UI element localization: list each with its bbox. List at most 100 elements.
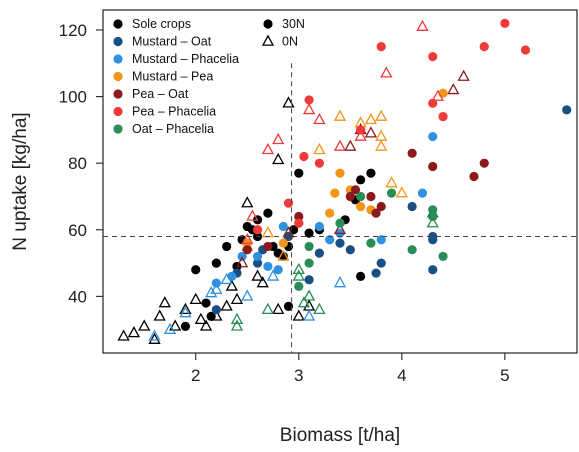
pea-oat-0n-point bbox=[364, 126, 378, 138]
pea-oat-0n-point bbox=[282, 226, 295, 238]
oat-phacelia-0n-point bbox=[426, 216, 439, 228]
mustard-phacelia-30n-point bbox=[263, 261, 273, 272]
y-tick-label: 120 bbox=[59, 21, 87, 40]
pea-oat-30n-point bbox=[366, 191, 376, 202]
sole-crops-0n-point bbox=[272, 302, 285, 314]
mustard-oat-30n-point bbox=[371, 268, 381, 278]
legend-marker-mustard-pea bbox=[113, 71, 123, 82]
sole-crops-30n-point bbox=[356, 175, 366, 185]
legend-marker-0n bbox=[261, 34, 275, 46]
pea-oat-30n-point bbox=[428, 161, 438, 172]
sole-crops-0n-point bbox=[168, 319, 182, 331]
mustard-oat-30n-point bbox=[428, 265, 438, 275]
sole-crops-0n-point bbox=[256, 276, 269, 288]
pea-oat-0n-point bbox=[344, 139, 357, 151]
pea-phacelia-30n-point bbox=[376, 42, 386, 52]
mustard-pea-0n-point bbox=[395, 186, 408, 198]
sole-crops-30n-point bbox=[201, 298, 211, 308]
mustard-phacelia-0n-point bbox=[210, 282, 223, 295]
sole-crops-30n-point bbox=[180, 321, 191, 331]
mustard-oat-30n-point bbox=[562, 105, 572, 115]
oat-phacelia-30n-point bbox=[335, 218, 345, 228]
pea-oat-30n-point bbox=[371, 208, 381, 218]
sole-crops-0n-point bbox=[225, 279, 238, 291]
oat-phacelia-30n-point bbox=[304, 258, 314, 268]
x-tick-label: 5 bbox=[500, 366, 509, 385]
mustard-pea-30n-point bbox=[325, 208, 335, 218]
mustard-oat-30n-point bbox=[428, 231, 438, 242]
sole-crops-0n-point bbox=[117, 329, 130, 341]
mustard-oat-30n-point bbox=[335, 238, 345, 248]
sole-crops-30n-point bbox=[294, 168, 304, 178]
sole-crops-0n-point bbox=[241, 196, 254, 208]
oat-phacelia-30n-point bbox=[428, 211, 438, 222]
mustard-phacelia-0n-point bbox=[205, 286, 218, 298]
pea-phacelia-0n-point bbox=[272, 132, 285, 145]
x-axis-title: Biomass [t/ha] bbox=[280, 425, 400, 446]
sole-crops-30n-point bbox=[283, 301, 294, 311]
sole-crops-0n-point bbox=[127, 326, 141, 338]
mustard-phacelia-0n-point bbox=[241, 289, 254, 301]
pea-phacelia-0n-point bbox=[313, 112, 326, 125]
reference-lines bbox=[103, 63, 577, 353]
mustard-phacelia-30n-point bbox=[278, 221, 288, 232]
oat-phacelia-30n-point bbox=[294, 281, 304, 291]
sole-crops-0n-point bbox=[138, 319, 151, 331]
pea-phacelia-30n-point bbox=[304, 95, 314, 105]
oat-phacelia-0n-point bbox=[292, 262, 305, 275]
y-tick-label: 100 bbox=[59, 88, 87, 107]
sole-crops-0n-point bbox=[158, 296, 171, 308]
sole-crops-0n-point bbox=[194, 312, 208, 324]
mustard-phacelia-30n-point bbox=[273, 265, 283, 275]
mustard-pea-0n-point bbox=[375, 139, 388, 151]
sole-crops-0n-point bbox=[153, 309, 166, 321]
pea-oat-30n-point bbox=[407, 148, 417, 158]
pea-oat-30n-point bbox=[263, 241, 273, 252]
sole-crops-30n-point bbox=[206, 311, 216, 321]
mustard-pea-0n-point bbox=[375, 129, 388, 141]
oat-phacelia-0n-point bbox=[297, 296, 311, 308]
mustard-oat-30n-point bbox=[252, 258, 263, 268]
sole-crops-30n-point bbox=[366, 168, 376, 178]
legend-marker-30n bbox=[263, 19, 273, 29]
y-tick-label: 80 bbox=[68, 154, 87, 173]
pea-oat-30n-point bbox=[376, 201, 386, 212]
mustard-pea-30n-point bbox=[356, 201, 366, 212]
sole-crops-0n-point bbox=[230, 292, 244, 305]
pea-phacelia-30n-point bbox=[428, 98, 438, 108]
mustard-pea-0n-point bbox=[364, 112, 378, 125]
mustard-pea-0n-point bbox=[385, 176, 398, 188]
plot-frame bbox=[102, 9, 578, 354]
pea-oat-0n-point bbox=[235, 256, 249, 268]
oat-phacelia-0n-point bbox=[292, 269, 305, 281]
legend: Sole crops Mustard – Oat Mustard – Phaceli… bbox=[113, 17, 305, 136]
pea-oat-30n-point bbox=[469, 171, 479, 182]
oat-phacelia-30n-point bbox=[438, 251, 448, 262]
pea-oat-0n-point bbox=[447, 82, 460, 95]
pea-phacelia-30n-point bbox=[479, 42, 489, 52]
pea-phacelia-0n-point bbox=[416, 19, 429, 31]
oat-phacelia-0n-point bbox=[230, 312, 244, 324]
sole-crops-0n-point bbox=[220, 299, 233, 311]
pea-oat-30n-point bbox=[350, 185, 361, 195]
sole-crops-30n-point bbox=[191, 265, 201, 275]
sole-crops-30n-point bbox=[263, 208, 273, 218]
mustard-pea-30n-point bbox=[335, 168, 345, 178]
pea-phacelia-30n-point bbox=[500, 18, 510, 28]
mustard-pea-30n-point bbox=[330, 188, 340, 198]
axis-ticks: 2 3 4 5 40 60 80 100 120 bbox=[59, 21, 510, 385]
pea-phacelia-30n-point bbox=[299, 151, 309, 162]
mustard-oat-30n-point bbox=[314, 248, 324, 258]
sole-crops-30n-point bbox=[304, 228, 314, 238]
mustard-oat-30n-point bbox=[211, 305, 221, 315]
mustard-phacelia-0n-point bbox=[148, 329, 161, 341]
mustard-phacelia-30n-point bbox=[227, 271, 237, 282]
legend-label-oat-phacelia: Oat – Phacelia bbox=[132, 122, 214, 136]
oat-phacelia-0n-point bbox=[313, 302, 326, 314]
data-points bbox=[117, 18, 572, 344]
mustard-phacelia-30n-point bbox=[428, 131, 438, 142]
legend-label-sole-crops: Sole crops bbox=[132, 17, 191, 31]
oat-phacelia-30n-point bbox=[304, 241, 314, 252]
oat-phacelia-30n-point bbox=[407, 245, 417, 255]
